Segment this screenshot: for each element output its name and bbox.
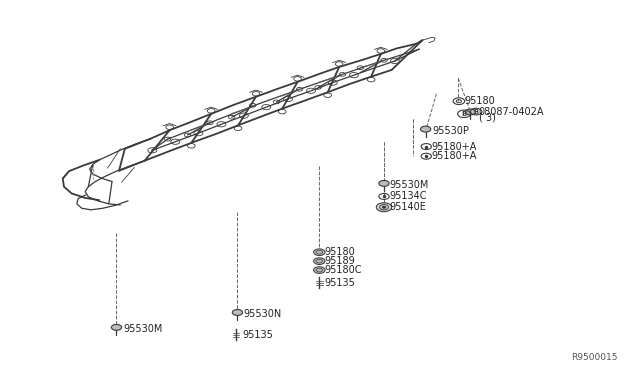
Text: 95189: 95189 (324, 256, 355, 266)
Text: 95180: 95180 (324, 247, 355, 257)
Text: 95180+A: 95180+A (431, 151, 477, 161)
Circle shape (111, 324, 122, 330)
Text: R9500015: R9500015 (571, 353, 618, 362)
Text: B: B (461, 111, 467, 117)
Circle shape (382, 206, 386, 208)
Text: 95135: 95135 (324, 278, 355, 288)
Text: 08087-0402A: 08087-0402A (479, 107, 544, 116)
Circle shape (376, 203, 392, 212)
Text: B: B (474, 109, 479, 115)
Text: 95180C: 95180C (324, 265, 362, 275)
Circle shape (465, 109, 476, 115)
Circle shape (314, 258, 325, 264)
Circle shape (314, 249, 325, 256)
Text: 95180: 95180 (464, 96, 495, 106)
Text: 95135: 95135 (243, 330, 273, 340)
Circle shape (314, 267, 325, 273)
Text: 95530M: 95530M (123, 324, 163, 334)
Circle shape (232, 310, 243, 315)
Text: 95180+A: 95180+A (431, 142, 477, 151)
Text: ( 3): ( 3) (479, 112, 495, 122)
Text: 95134C: 95134C (389, 192, 427, 201)
Circle shape (379, 180, 389, 186)
Text: 95530P: 95530P (432, 126, 469, 136)
Text: 95530N: 95530N (244, 310, 282, 319)
Text: 95530M: 95530M (389, 180, 429, 190)
Circle shape (420, 126, 431, 132)
Text: 95140E: 95140E (389, 202, 426, 212)
